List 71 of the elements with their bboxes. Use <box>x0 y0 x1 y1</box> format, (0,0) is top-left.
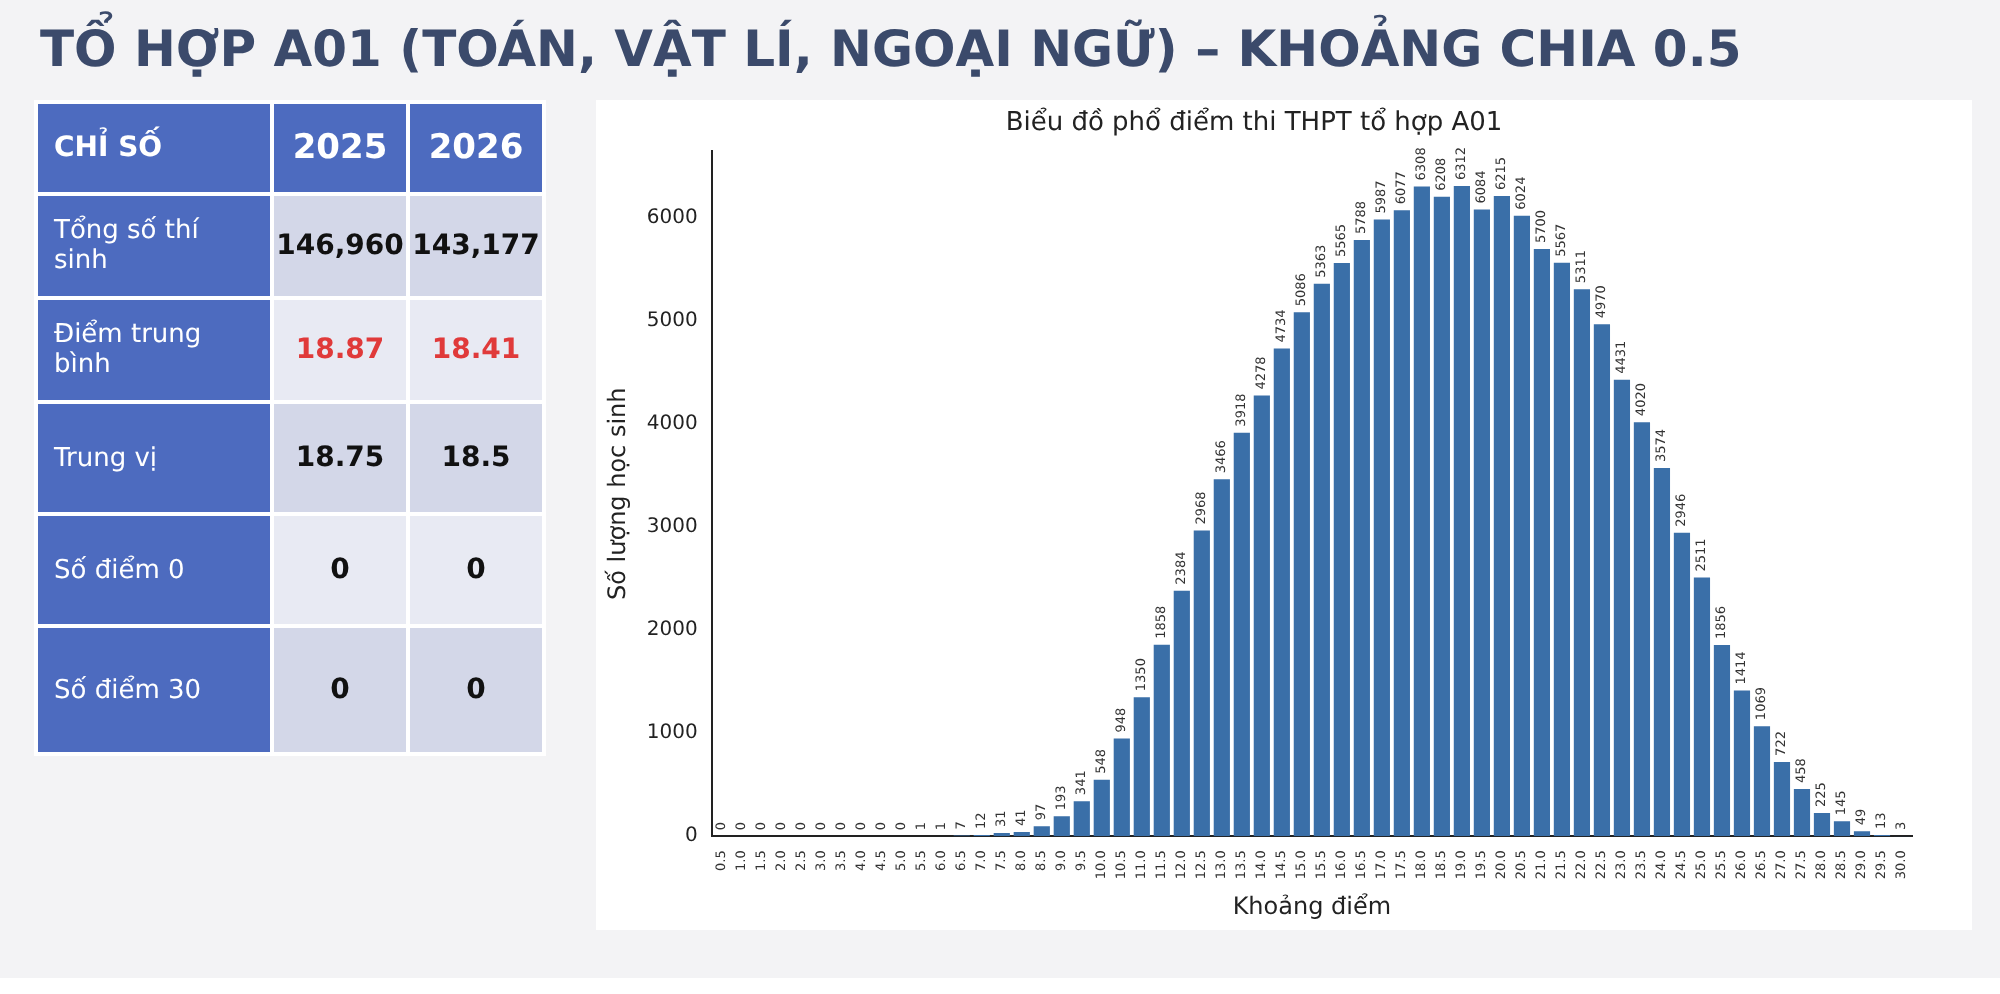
category-label: Tổng số thí sinh <box>54 216 199 276</box>
y-tick-label: 5000 <box>646 310 698 333</box>
text: 18.75 <box>295 442 385 474</box>
bar <box>1433 196 1450 837</box>
text: 18.41 <box>431 334 521 366</box>
text: TỔ HỢP A01 (TOÁN, VẬT LÍ, NGOẠI NGỮ) – KHOẢNG CHIA 0.5 <box>38 9 1744 82</box>
category-label: 2025 <box>272 102 408 194</box>
bar <box>1653 468 1671 837</box>
bar <box>1493 196 1510 837</box>
x-axis-title: Khoảng điểm <box>1232 891 1392 920</box>
bar <box>1573 289 1591 837</box>
y-axis-title: Số lượng học sinh <box>602 387 631 600</box>
bar <box>1553 262 1571 837</box>
bar <box>1713 645 1731 837</box>
category-label: Số điểm 30 <box>54 675 202 705</box>
bar <box>1693 577 1711 837</box>
bar <box>1793 789 1811 837</box>
bar <box>1853 831 1871 837</box>
bar <box>1313 283 1330 837</box>
bar <box>1393 210 1410 837</box>
bar <box>1413 186 1430 837</box>
bar <box>1153 644 1170 837</box>
bar <box>1073 801 1090 837</box>
bar <box>1533 249 1551 837</box>
text: 18.5 <box>441 442 511 474</box>
y-tick-label: 4000 <box>646 413 698 436</box>
y-tick-label: 2000 <box>646 619 698 642</box>
bar <box>1133 697 1150 837</box>
bar <box>1113 738 1130 837</box>
category-label: Số điểm 0 <box>54 555 185 585</box>
text: 143,177 <box>412 230 540 262</box>
bar <box>1773 761 1791 837</box>
bar <box>1353 240 1370 837</box>
bar <box>1333 262 1350 837</box>
text: 0 <box>466 674 486 706</box>
bar <box>1613 379 1631 837</box>
category-label: 2026 <box>408 102 544 194</box>
text: 18.87 <box>295 334 385 366</box>
text: 0 <box>330 554 350 586</box>
bar <box>1593 324 1611 837</box>
y-tick-label: 1000 <box>646 722 698 745</box>
bar <box>1753 726 1771 837</box>
bar <box>1453 186 1470 837</box>
y-tick-label: 0 <box>684 825 698 848</box>
y-tick-label: 6000 <box>646 207 698 230</box>
bar <box>1033 826 1050 837</box>
bar <box>1293 312 1310 837</box>
bar <box>1193 530 1210 837</box>
bar <box>1673 532 1691 837</box>
bar <box>1513 215 1530 837</box>
bar <box>1253 395 1270 837</box>
bar <box>1273 348 1290 837</box>
bar <box>1213 479 1230 837</box>
bar <box>1813 813 1831 837</box>
bar <box>1733 690 1751 837</box>
category-label: Trung vị <box>54 443 158 473</box>
bar <box>1053 816 1070 837</box>
bar <box>1173 590 1190 837</box>
y-tick-label: 3000 <box>646 516 698 539</box>
bar <box>1373 219 1390 837</box>
text: CHỈ SỐ <box>36 102 272 194</box>
category-label: Điểm trung bình <box>54 320 202 380</box>
bar <box>1633 422 1651 837</box>
bar <box>1473 209 1490 837</box>
bar <box>1833 821 1851 837</box>
bar <box>1233 432 1250 837</box>
text: 146,960 <box>276 230 404 262</box>
bar <box>1093 779 1110 837</box>
text: 0 <box>466 554 486 586</box>
chart-title: Biểu đồ phổ điểm thi THPT tổ hợp A01 <box>1005 106 1503 139</box>
text: 0 <box>330 674 350 706</box>
